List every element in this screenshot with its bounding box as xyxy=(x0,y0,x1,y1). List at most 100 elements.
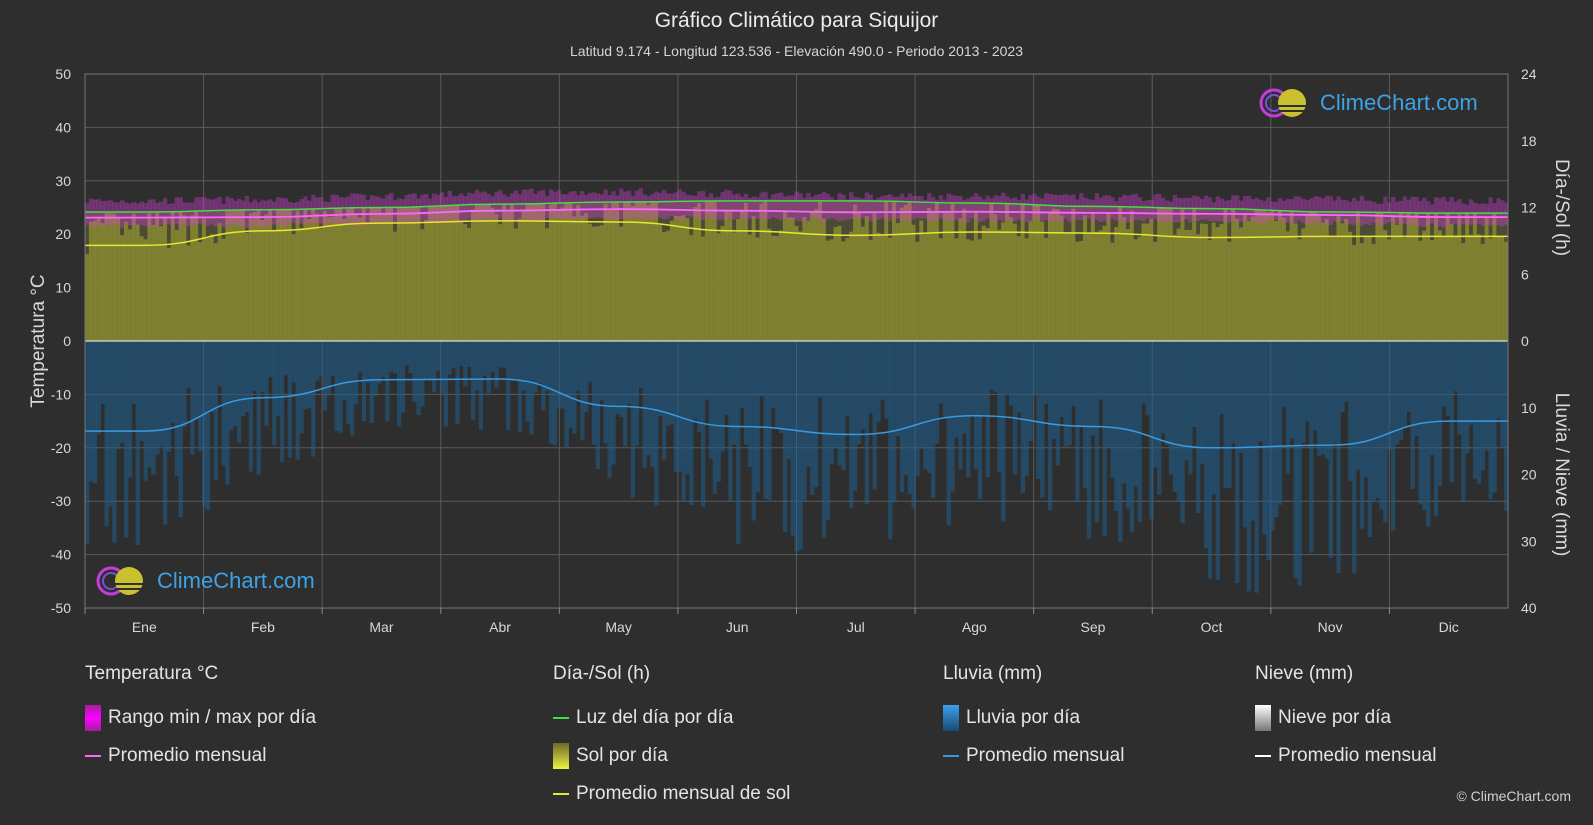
sunshine-bar xyxy=(1371,244,1376,341)
rain-bar xyxy=(814,341,819,488)
temp-range-bar xyxy=(1402,196,1408,224)
sunshine-bar xyxy=(451,205,456,341)
sunshine-bar xyxy=(470,209,476,341)
sunshine-bar xyxy=(424,219,429,341)
rain-bar xyxy=(166,341,172,452)
temp-range-bar xyxy=(1223,200,1228,222)
rain-bar xyxy=(927,341,932,474)
temp-range-bar xyxy=(428,198,433,224)
temp-range-bar xyxy=(1465,204,1470,225)
sunshine-bar xyxy=(884,201,889,341)
rain-bar xyxy=(1161,341,1166,434)
temp-range-bar xyxy=(1125,195,1131,223)
x-tick-label: Sep xyxy=(1080,619,1105,635)
legend-item-snow-daily: Nieve por día xyxy=(1255,699,1436,737)
rain-bar xyxy=(529,341,534,435)
rain-bar xyxy=(985,341,990,478)
sunshine-bar xyxy=(299,228,304,341)
sunshine-bar xyxy=(420,229,425,341)
sunshine-bar xyxy=(1504,241,1509,341)
temp-range-bar xyxy=(373,196,378,225)
rain-bar xyxy=(233,341,238,427)
rain-bar xyxy=(587,341,593,382)
rain-bar xyxy=(1238,341,1244,454)
sunshine-bar xyxy=(295,210,300,341)
rain-bar xyxy=(392,341,398,374)
y-tick-label-left: -40 xyxy=(51,547,71,563)
temp-range-bar xyxy=(1484,203,1489,225)
temp-range-bar xyxy=(494,191,499,220)
logo-text: ClimeChart.com xyxy=(157,568,315,593)
temp-range-bar xyxy=(1238,200,1244,222)
sunshine-bar xyxy=(895,223,901,341)
sunshine-bar xyxy=(1394,224,1400,341)
x-tick-label: Oct xyxy=(1201,619,1223,635)
temp-range-bar xyxy=(1332,200,1337,222)
temp-range-bar xyxy=(443,197,448,224)
temp-range-bar xyxy=(591,192,597,218)
temp-range-bar xyxy=(587,193,593,219)
rain-bar xyxy=(603,341,608,444)
rain-bar xyxy=(1270,341,1275,531)
rain-bar xyxy=(517,341,523,433)
temp-range-bar xyxy=(853,196,858,219)
temp-range-bar xyxy=(116,202,121,225)
rain-bar xyxy=(1125,341,1131,509)
sunshine-bar xyxy=(178,211,183,341)
rain-bar xyxy=(1184,341,1189,461)
sunshine-bar xyxy=(509,203,515,341)
rain-bar xyxy=(938,341,944,404)
sunshine-bar xyxy=(993,214,998,341)
sunshine-bar xyxy=(1344,219,1349,341)
rain-bar xyxy=(1367,341,1372,538)
temp-range-bar xyxy=(611,191,616,220)
rain-bar xyxy=(521,341,526,391)
temp-range-bar xyxy=(661,189,667,220)
sunshine-bar xyxy=(833,227,838,341)
temp-range-bar xyxy=(1383,196,1388,225)
sunshine-bar xyxy=(669,220,675,341)
rain-avg-line xyxy=(85,378,1508,449)
rain-bar xyxy=(1110,341,1115,478)
rain-bar xyxy=(712,341,717,494)
rain-bar xyxy=(1426,341,1431,527)
temp-range-bar xyxy=(252,199,257,226)
sunshine-bar xyxy=(1449,223,1454,341)
sunshine-bar xyxy=(365,223,370,341)
rain-bar xyxy=(552,341,558,446)
sunshine-bar xyxy=(712,201,717,341)
temp-range-bar xyxy=(962,199,967,222)
temp-range-bar xyxy=(1340,199,1345,222)
temp-range-bar xyxy=(455,195,460,224)
sunshine-bar xyxy=(798,231,803,341)
rain-bar xyxy=(619,341,624,417)
rain-bar xyxy=(1301,341,1306,443)
sunshine-bar xyxy=(720,225,725,341)
temp-range-bar xyxy=(108,200,113,227)
sunshine-bar xyxy=(1422,230,1427,341)
sunshine-bar xyxy=(856,212,862,341)
rain-bar xyxy=(1075,341,1080,503)
rain-bar xyxy=(315,341,320,381)
rain-bar xyxy=(732,341,737,445)
rain-bar xyxy=(837,341,842,466)
sunshine-bar xyxy=(1336,214,1341,341)
sunshine-bar xyxy=(467,227,472,341)
rain-bar xyxy=(1281,341,1287,408)
rain-bar xyxy=(1063,341,1068,447)
sunshine-bar xyxy=(903,204,909,341)
temp-range-bar xyxy=(888,194,893,222)
y-tick-label-left: -50 xyxy=(51,600,71,616)
rain-bar xyxy=(638,341,643,389)
rain-bar xyxy=(1476,341,1482,484)
rain-bar xyxy=(786,341,792,460)
rain-bar xyxy=(162,341,168,525)
temp-range-bar xyxy=(248,202,254,228)
temp-range-bar xyxy=(155,202,160,227)
sunshine-bar xyxy=(120,235,125,341)
rain-bar xyxy=(1008,341,1014,406)
sunshine-bar xyxy=(1083,215,1088,341)
sunshine-bar xyxy=(283,209,289,341)
sunshine-bar xyxy=(1367,236,1372,341)
temp-range-bar xyxy=(642,194,647,219)
